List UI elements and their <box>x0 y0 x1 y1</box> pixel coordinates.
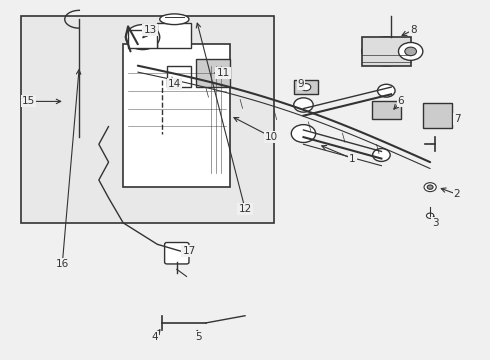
Text: 12: 12 <box>238 203 252 213</box>
Circle shape <box>294 98 313 112</box>
Bar <box>157 23 192 48</box>
Text: 14: 14 <box>168 78 181 89</box>
Circle shape <box>398 42 423 60</box>
Bar <box>362 37 411 66</box>
Text: 15: 15 <box>22 96 35 107</box>
Circle shape <box>301 84 311 91</box>
Text: 6: 6 <box>397 96 404 107</box>
Text: 2: 2 <box>454 189 460 199</box>
Ellipse shape <box>424 183 436 192</box>
FancyBboxPatch shape <box>165 243 189 264</box>
Text: 4: 4 <box>151 332 158 342</box>
Ellipse shape <box>160 14 189 24</box>
Bar <box>123 44 230 187</box>
Text: 1: 1 <box>349 154 356 163</box>
FancyBboxPatch shape <box>21 16 274 223</box>
Circle shape <box>373 149 390 161</box>
Bar <box>128 30 157 48</box>
Ellipse shape <box>125 24 160 50</box>
Bar <box>167 66 192 87</box>
Bar <box>372 102 401 119</box>
Text: 10: 10 <box>265 132 278 142</box>
Text: 3: 3 <box>432 218 439 228</box>
Text: 13: 13 <box>144 25 157 35</box>
Text: 11: 11 <box>217 68 230 78</box>
Ellipse shape <box>426 213 434 219</box>
Text: 7: 7 <box>454 114 460 124</box>
Circle shape <box>377 84 395 97</box>
Ellipse shape <box>427 185 433 189</box>
Text: 5: 5 <box>196 332 202 342</box>
Text: 16: 16 <box>56 259 69 269</box>
Circle shape <box>405 47 416 56</box>
Text: 9: 9 <box>298 78 304 89</box>
Ellipse shape <box>362 37 411 66</box>
Circle shape <box>291 125 316 143</box>
Bar <box>294 80 318 94</box>
Text: 17: 17 <box>182 247 196 256</box>
Text: 8: 8 <box>410 25 416 35</box>
Bar <box>196 59 230 87</box>
FancyBboxPatch shape <box>423 103 452 128</box>
